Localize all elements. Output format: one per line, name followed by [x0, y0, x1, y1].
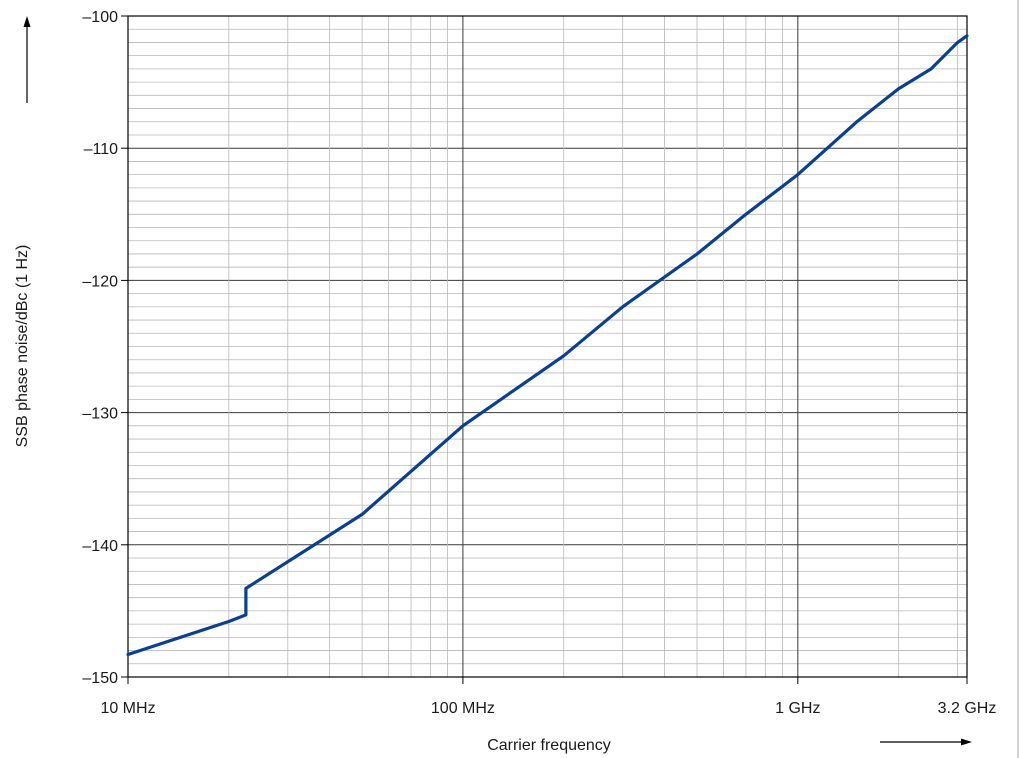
y-tick-label: –120 [82, 273, 118, 290]
x-tick-label: 3.2 GHz [938, 700, 997, 717]
phase-noise-series-line [126, 34, 969, 657]
y-axis-arrow-icon [23, 16, 31, 103]
page-edge-rule [1017, 0, 1019, 758]
x-tick-label: 1 GHz [775, 700, 820, 717]
x-axis-label: Carrier frequency [487, 737, 611, 754]
x-axis-ticks: 10 MHz 100 MHz 1 GHz 3.2 GHz [100, 677, 996, 717]
y-tick-label: –130 [82, 406, 118, 423]
series-layer [126, 34, 969, 657]
y-tick-label: –110 [84, 141, 119, 158]
x-tick-label: 100 MHz [431, 700, 495, 717]
y-axis-label: SSB phase noise/dBc (1 Hz) [14, 245, 31, 448]
y-tick-label: –150 [82, 670, 118, 687]
y-tick-label: –140 [82, 538, 118, 555]
x-tick-label: 10 MHz [100, 700, 155, 717]
y-axis-ticks: –100 –110 –120 –130 –140 –150 [82, 9, 128, 687]
plot-grid [127, 15, 967, 678]
y-tick-label: –100 [82, 9, 118, 26]
x-axis-arrow-icon [880, 738, 972, 746]
plot-frame [127, 15, 968, 678]
